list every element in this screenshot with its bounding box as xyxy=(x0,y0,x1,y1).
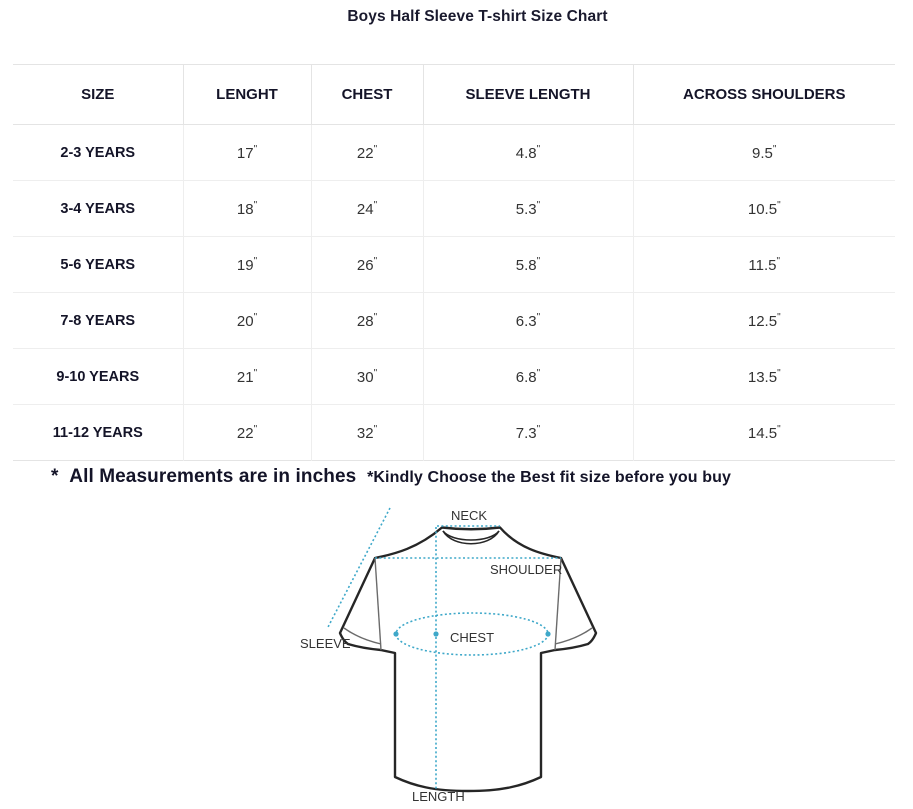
svg-text:LENGTH: LENGTH xyxy=(412,789,465,804)
svg-text:SLEEVE: SLEEVE xyxy=(300,636,351,651)
svg-text:SHOULDER: SHOULDER xyxy=(490,562,562,577)
svg-text:NECK: NECK xyxy=(451,508,487,523)
svg-text:CHEST: CHEST xyxy=(450,630,494,645)
